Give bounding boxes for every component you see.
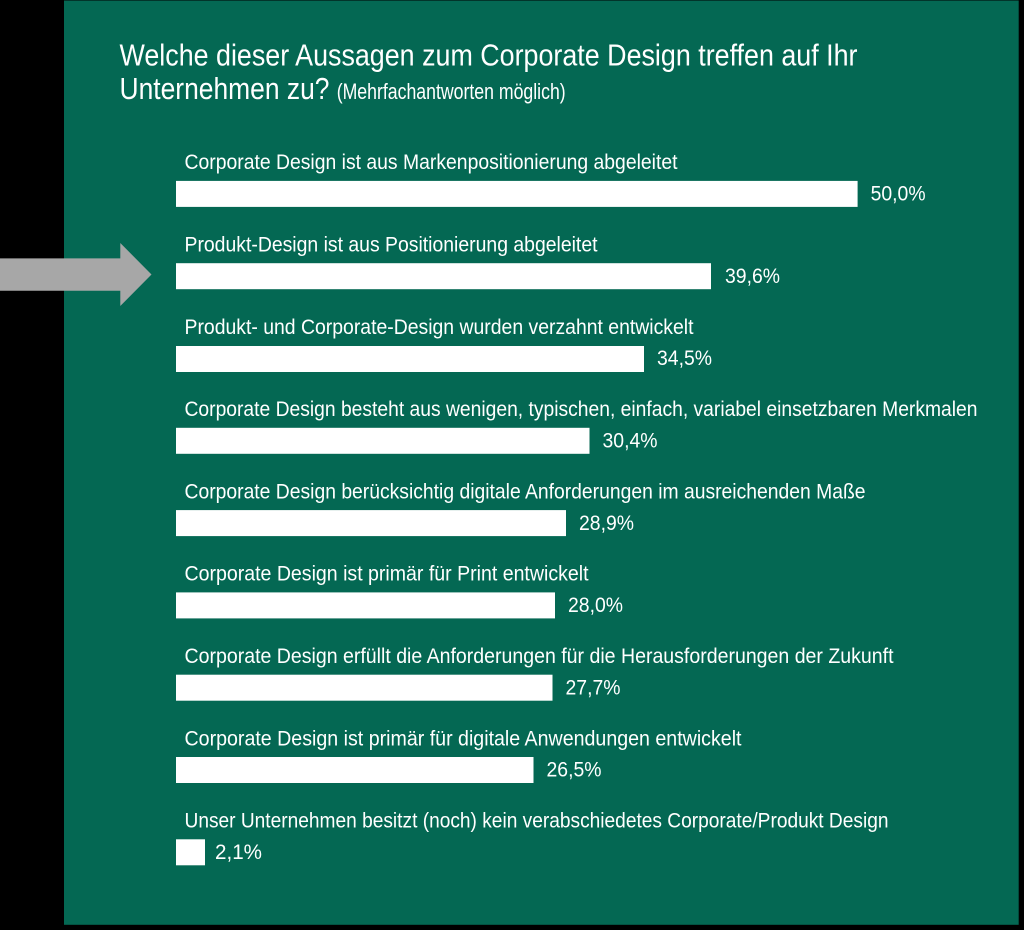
- svg-text:Corporate Design ist primär fü: Corporate Design ist primär für digitale…: [185, 727, 742, 750]
- svg-text:30,4%: 30,4%: [603, 430, 658, 453]
- svg-text:28,0%: 28,0%: [568, 594, 623, 617]
- svg-text:50,0%: 50,0%: [871, 183, 926, 206]
- svg-text:Welche dieser Aussagen zum Cor: Welche dieser Aussagen zum Corporate Des…: [120, 38, 858, 73]
- svg-text:26,5%: 26,5%: [547, 759, 602, 782]
- svg-text:Corporate Design berücksichtig: Corporate Design berücksichtig digitale …: [185, 480, 866, 503]
- svg-text:Unser Unternehmen besitzt (noc: Unser Unternehmen besitzt (noch) kein ve…: [185, 810, 889, 833]
- svg-text:39,6%: 39,6%: [725, 265, 780, 288]
- svg-text:Corporate Design besteht aus w: Corporate Design besteht aus wenigen, ty…: [185, 398, 978, 421]
- svg-text:2,1%: 2,1%: [215, 841, 262, 864]
- svg-text:Corporate Design ist primär fü: Corporate Design ist primär für Print en…: [185, 563, 589, 586]
- svg-text:Produkt- und Corporate-Design: Produkt- und Corporate-Design wurden ver…: [185, 316, 694, 339]
- svg-text:34,5%: 34,5%: [657, 347, 712, 370]
- svg-text:Corporate Design erfüllt die A: Corporate Design erfüllt die Anforderung…: [185, 645, 894, 668]
- svg-text:(Mehrfachantworten möglich): (Mehrfachantworten möglich): [337, 79, 566, 104]
- svg-text:Corporate Design ist aus Marke: Corporate Design ist aus Markenpositioni…: [185, 151, 678, 174]
- svg-text:Unternehmen zu?: Unternehmen zu?: [120, 71, 330, 106]
- svg-text:28,9%: 28,9%: [579, 512, 634, 535]
- svg-text:27,7%: 27,7%: [566, 676, 621, 699]
- svg-text:Produkt-Design ist aus Positio: Produkt-Design ist aus Positionierung ab…: [185, 234, 598, 257]
